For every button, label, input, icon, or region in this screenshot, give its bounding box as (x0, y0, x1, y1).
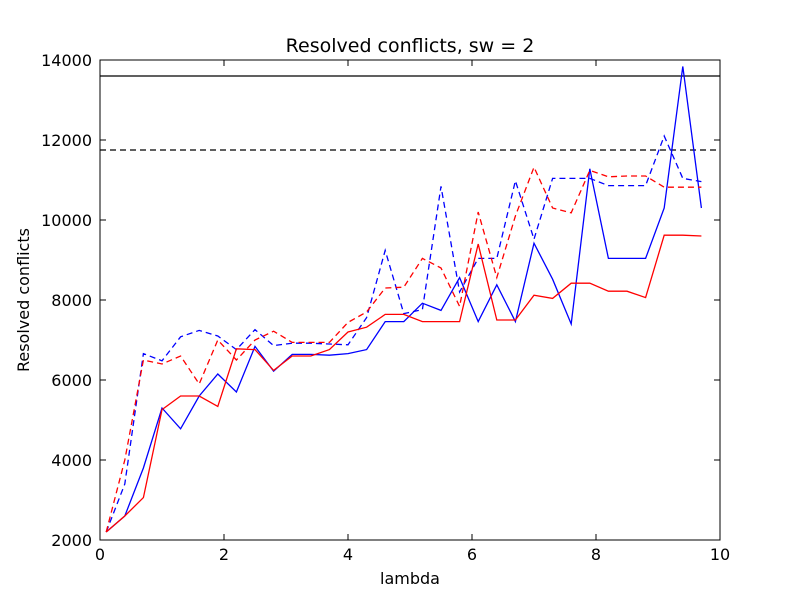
y-tick-label: 8000 (51, 291, 92, 310)
y-tick-label: 6000 (51, 371, 92, 390)
plot-lines-layer (100, 66, 720, 533)
x-tick-label: 4 (343, 545, 353, 564)
x-tick-label: 10 (710, 545, 730, 564)
plot-frame (99, 59, 721, 541)
y-tick-label: 12000 (41, 131, 92, 150)
y-tick-label: 14000 (41, 51, 92, 70)
y-tick-label: 2000 (51, 531, 92, 550)
y-axis-label: Resolved conflicts (14, 228, 33, 372)
x-tick-label: 2 (219, 545, 229, 564)
axis-ticks-layer: 0 2 4 6 8 10 2000 4000 6000 8000 10000 12000 14000 (41, 51, 730, 564)
chart-title: Resolved conflicts, sw = 2 (286, 35, 535, 57)
series-line-2 (105, 134, 702, 533)
series-line-1 (105, 66, 703, 533)
series-line-4 (105, 165, 702, 533)
x-axis-label: lambda (380, 569, 440, 588)
y-tick-label: 10000 (41, 211, 92, 230)
x-tick-label: 6 (467, 545, 477, 564)
y-tick-label: 4000 (51, 451, 92, 470)
series-line-3 (105, 234, 702, 533)
x-tick-label: 8 (591, 545, 601, 564)
plot-frame-layer (99, 59, 721, 541)
x-tick-label: 0 (95, 545, 105, 564)
